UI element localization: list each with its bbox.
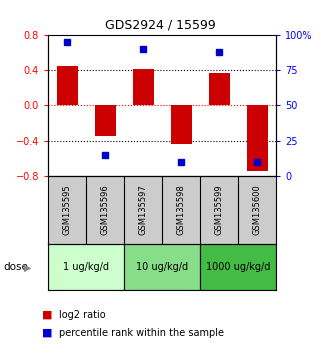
Bar <box>247 105 267 171</box>
Text: percentile rank within the sample: percentile rank within the sample <box>59 328 224 338</box>
Bar <box>124 244 200 290</box>
Bar <box>57 66 78 105</box>
Bar <box>209 73 230 105</box>
Bar <box>171 105 192 144</box>
Text: dose: dose <box>3 262 28 272</box>
Text: ■: ■ <box>42 310 52 320</box>
Text: ▶: ▶ <box>24 262 31 272</box>
Bar <box>95 105 116 136</box>
Text: 1 ug/kg/d: 1 ug/kg/d <box>63 262 109 272</box>
Text: GSM135595: GSM135595 <box>63 185 72 235</box>
Text: log2 ratio: log2 ratio <box>59 310 106 320</box>
Text: GSM135596: GSM135596 <box>100 185 110 235</box>
Bar <box>200 244 276 290</box>
Text: ■: ■ <box>42 328 52 338</box>
Bar <box>133 69 153 105</box>
Text: GSM135599: GSM135599 <box>214 185 224 235</box>
Bar <box>48 244 124 290</box>
Text: 1000 ug/kg/d: 1000 ug/kg/d <box>206 262 270 272</box>
Text: 10 ug/kg/d: 10 ug/kg/d <box>136 262 188 272</box>
Text: GDS2924 / 15599: GDS2924 / 15599 <box>105 19 216 32</box>
Text: GSM135597: GSM135597 <box>139 185 148 235</box>
Text: GSM135600: GSM135600 <box>253 185 262 235</box>
Text: GSM135598: GSM135598 <box>177 185 186 235</box>
